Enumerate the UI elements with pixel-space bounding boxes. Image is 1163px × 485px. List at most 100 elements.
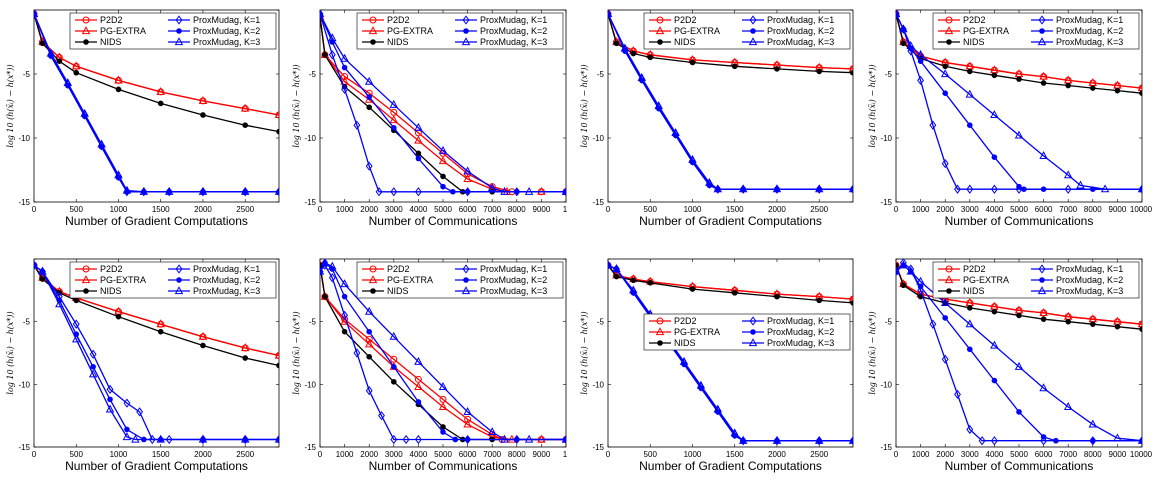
- y-tick-label: -5: [23, 70, 31, 79]
- legend-marker: [369, 16, 377, 24]
- data-point: [198, 331, 208, 340]
- data-point: [463, 166, 472, 175]
- data-point: [438, 402, 448, 410]
- data-point: [1014, 130, 1024, 139]
- x-tick-label: 0: [32, 450, 37, 459]
- legend-label: NIDS: [387, 37, 409, 47]
- legend-marker: [657, 340, 663, 346]
- y-axis-label: log 10 (h(x̄ᵢ) − h(x*)): [292, 64, 301, 147]
- x-tick-label: 2000: [768, 205, 786, 214]
- legend-marker: [174, 286, 184, 295]
- data-point: [391, 379, 397, 385]
- series-line: [896, 264, 1142, 442]
- x-tick-label: 1000: [912, 205, 930, 214]
- x-tick-label: 2500: [236, 205, 254, 214]
- data-point: [200, 342, 206, 349]
- data-point: [942, 63, 949, 70]
- legend-marker: [175, 264, 183, 274]
- data-point: [917, 75, 925, 86]
- data-point: [115, 313, 122, 320]
- data-point: [164, 186, 174, 195]
- y-axis-label: log 10 (h(x̄ᵢ) − h(x*)): [6, 64, 15, 147]
- data-point: [320, 10, 325, 17]
- x-tick-label: 6000: [1035, 205, 1053, 214]
- data-point: [73, 69, 80, 76]
- legend-marker: [462, 264, 470, 274]
- x-tick-label: 500: [70, 205, 84, 214]
- data-point: [941, 354, 949, 364]
- data-point: [328, 261, 337, 270]
- legend-marker: [655, 26, 665, 35]
- legend-marker: [368, 26, 378, 35]
- data-point: [772, 435, 782, 444]
- series-line: [896, 265, 1142, 330]
- legend-label: NIDS: [674, 338, 696, 348]
- series-line: [608, 264, 853, 442]
- legend-label: ProxMudag, K=2: [480, 26, 547, 36]
- data-point: [1100, 184, 1110, 193]
- legend-marker: [945, 16, 953, 24]
- data-point: [440, 183, 446, 190]
- x-tick-label: 0: [606, 205, 611, 214]
- data-point: [524, 434, 534, 443]
- legend-label: PG-EXTRA: [674, 327, 720, 337]
- legend-label: P2D2: [963, 15, 986, 25]
- data-point: [414, 356, 423, 365]
- data-point: [816, 68, 823, 75]
- series-group: [34, 10, 279, 197]
- legend-marker: [176, 277, 182, 283]
- legend-marker: [1039, 277, 1045, 283]
- legend-label: NIDS: [387, 286, 409, 296]
- x-tick-label: 3000: [385, 205, 403, 214]
- data-point: [365, 385, 373, 396]
- data-point: [1064, 184, 1072, 194]
- legend-marker: [750, 28, 756, 34]
- legend-marker: [749, 15, 757, 25]
- data-point: [88, 369, 98, 378]
- data-point: [105, 404, 115, 413]
- x-axis-label: Number of Communications: [369, 459, 518, 473]
- data-point: [414, 122, 423, 131]
- data-point: [941, 158, 949, 169]
- data-point: [814, 435, 824, 444]
- legend-marker: [174, 37, 184, 46]
- legend-marker: [1037, 286, 1047, 295]
- series-group: [896, 259, 1142, 446]
- data-point: [967, 346, 973, 353]
- x-tick-label: 10000: [1130, 205, 1153, 214]
- x-tick-label: 8000: [1084, 205, 1102, 214]
- data-point: [124, 426, 130, 433]
- data-point: [899, 24, 908, 33]
- x-tick-label: 0: [894, 205, 899, 214]
- data-point: [80, 108, 89, 117]
- legend-label: ProxMudag, K=2: [1056, 26, 1123, 36]
- legend-marker: [368, 275, 378, 284]
- data-point: [415, 150, 422, 157]
- legend-box: [932, 12, 1140, 50]
- data-point: [402, 434, 410, 445]
- data-point: [1040, 434, 1047, 440]
- y-tick-label: -15: [880, 443, 892, 452]
- data-point: [275, 352, 279, 360]
- x-tick-label: 9000: [1109, 205, 1127, 214]
- data-point: [320, 266, 325, 275]
- data-point: [415, 155, 422, 162]
- data-point: [391, 124, 397, 131]
- data-point: [1063, 402, 1073, 410]
- data-point: [1021, 186, 1027, 192]
- x-tick-label: 5000: [1010, 450, 1028, 459]
- data-point: [375, 187, 383, 197]
- data-point: [991, 308, 998, 315]
- data-point: [240, 434, 250, 443]
- data-point: [524, 186, 534, 195]
- data-point: [967, 305, 973, 311]
- data-point: [1113, 433, 1122, 442]
- data-point: [630, 50, 637, 57]
- x-tick-label: 0: [318, 450, 323, 459]
- data-point: [200, 112, 206, 118]
- data-point: [1137, 184, 1142, 193]
- y-tick-label: -10: [18, 134, 30, 143]
